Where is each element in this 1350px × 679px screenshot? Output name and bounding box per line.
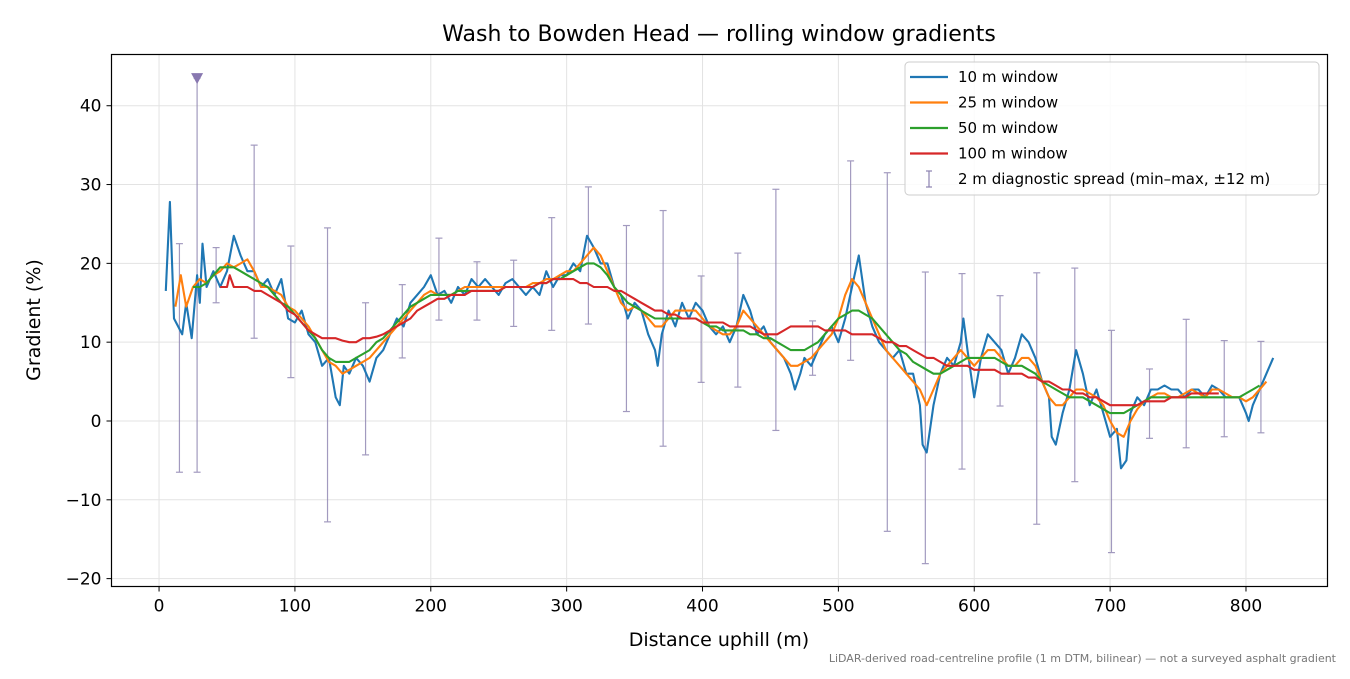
errorbar	[1220, 339, 1228, 438]
series-line-w25	[174, 246, 1268, 438]
errorbar	[958, 273, 966, 470]
footnote: LiDAR-derived road-centreline profile (1…	[828, 652, 1336, 665]
y-axis-label: Gradient (%)	[23, 259, 45, 381]
errorbar	[362, 302, 370, 456]
x-tick-label: 700	[1094, 597, 1126, 617]
legend-label: 10 m window	[958, 68, 1058, 86]
y-tick-label: 10	[80, 333, 102, 353]
x-tick-label: 200	[415, 597, 447, 617]
x-tick-label: 100	[279, 597, 311, 617]
x-tick-label: 500	[822, 597, 854, 617]
series-line-w10	[164, 200, 1275, 470]
errorbar	[809, 320, 817, 376]
errorbar	[548, 217, 556, 331]
errorbar	[847, 160, 855, 361]
grid	[111, 54, 1328, 587]
legend-label: 100 m window	[958, 145, 1068, 163]
x-tick-label: 600	[958, 597, 990, 617]
y-tick-label: −20	[66, 570, 102, 590]
legend-label: 2 m diagnostic spread (min–max, ±12 m)	[958, 170, 1270, 188]
x-tick-label: 0	[154, 597, 165, 617]
x-tick-label: 800	[1230, 597, 1262, 617]
axis-ticks: 0 100 200 300 400 500 600 700 800 −20 −10 0 10 20 30 40	[66, 97, 1263, 617]
plot-frame	[110, 53, 1329, 588]
errorbar	[324, 227, 332, 523]
legend-label: 50 m window	[958, 119, 1058, 137]
legend-box	[904, 61, 1320, 196]
x-tick-label: 400	[686, 597, 718, 617]
errorbar	[622, 224, 630, 413]
errorbar	[1071, 267, 1079, 483]
series-line-w100	[220, 274, 1219, 407]
errorbar	[1182, 318, 1190, 449]
errorbar	[250, 144, 258, 339]
y-tick-label: −10	[66, 491, 102, 511]
x-tick-label: 300	[550, 597, 582, 617]
errorbar	[772, 188, 780, 432]
y-tick-label: 40	[80, 97, 102, 117]
errorbar	[435, 237, 443, 321]
series-line-w50	[193, 262, 1261, 415]
plot-data	[164, 73, 1275, 565]
y-tick-label: 20	[80, 254, 102, 274]
y-tick-label: 30	[80, 176, 102, 196]
legend: 10 m window 25 m window 50 m window 100 m w…	[904, 61, 1320, 196]
errorbar	[1146, 368, 1154, 439]
y-tick-label: 0	[91, 412, 102, 432]
errorbar	[510, 259, 518, 328]
errorbar	[1107, 329, 1115, 554]
errorbar	[996, 295, 1004, 407]
errorbar	[697, 275, 705, 383]
legend-label: 25 m window	[958, 94, 1058, 112]
chart-title: Wash to Bowden Head — rolling window gra…	[442, 22, 996, 47]
x-axis-label: Distance uphill (m)	[629, 629, 809, 651]
errorbar	[921, 271, 929, 565]
outlier-marker	[191, 73, 204, 85]
errorbar	[1033, 272, 1041, 525]
